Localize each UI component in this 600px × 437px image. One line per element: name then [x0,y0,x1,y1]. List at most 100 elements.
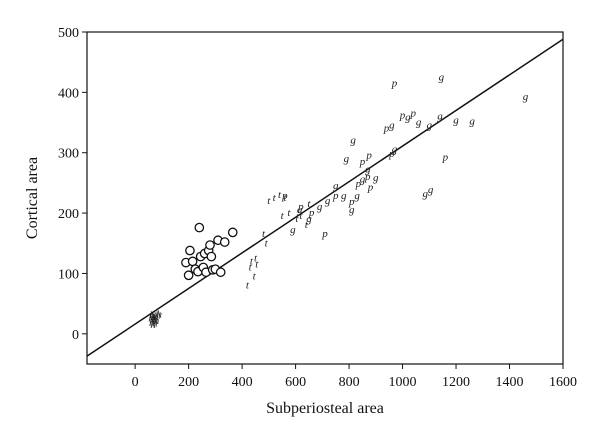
letter-point-t: t [262,228,266,240]
letter-point-p: p [359,156,366,168]
letter-point-h: h [156,309,162,321]
letter-point-p: p [367,182,374,194]
letter-point-g: g [349,204,355,216]
letter-point-h: h [152,314,158,326]
y-tick-label: 400 [58,86,79,101]
letter-point-g: g [344,153,350,165]
letter-point-g: g [297,204,303,216]
circle-point [227,227,238,238]
letter-point-p: p [364,171,371,183]
letter-point-t: t [287,207,291,219]
letter-point-p: p [391,77,398,89]
letter-point-t: t [254,252,258,264]
letter-point-t: t [295,213,299,225]
letter-point-t: t [249,261,253,273]
x-tick-label: 1000 [389,375,417,390]
letter-point-g: g [290,224,296,236]
letter-point-t: t [253,270,257,282]
letter-point-p: p [321,228,328,240]
x-tick-label: 1200 [442,375,470,390]
letter-point-h: h [150,315,156,327]
plot-frame [86,31,564,365]
letter-point-g: g [341,190,347,202]
x-axis-label: Subperiosteal area [266,400,384,417]
x-tick-label: 1600 [549,375,577,390]
letter-point-g: g [453,115,459,127]
x-axis-ticks: 0 200 400 600 800 1000 1200 1400 1600 [132,364,577,390]
letter-point-p: p [281,190,288,202]
letter-point-p: p [332,190,339,202]
letter-point-p: p [297,201,304,213]
y-tick-label: 100 [58,267,79,282]
letter-point-g: g [469,115,475,127]
x-tick-label: 400 [232,375,253,390]
letter-point-t: t [278,189,282,201]
letter-point-h: h [153,310,159,322]
letter-point-t: t [283,192,287,204]
y-tick-label: 200 [58,207,79,222]
letter-point-p: p [308,207,315,219]
letter-point-t: t [273,192,277,204]
letter-point-g: g [437,111,443,123]
letter-point-t: t [246,280,250,292]
letter-point-g: g [317,201,323,213]
letter-point-t: t [255,258,259,270]
circle-point [185,245,195,256]
circle-point [194,222,205,233]
letter-point-g: g [392,144,398,156]
letter-point-t: t [250,255,254,267]
letter-point-g: g [365,164,371,176]
letter-point-g: g [325,195,331,207]
letter-point-g: g [389,120,395,132]
x-tick-label: 0 [132,375,139,390]
letter-point-h: h [151,311,157,323]
letter-point-g: g [306,213,312,225]
y-tick-label: 300 [58,147,79,162]
letter-point-t: t [305,219,309,231]
letter-point-g: g [405,112,411,124]
letter-point-t: t [307,198,311,210]
letter-point-g: g [333,180,339,192]
letter-point-g: g [354,190,360,202]
letter-point-h: h [152,312,158,324]
y-axis-label: Cortical area [24,157,41,239]
letter-point-g: g [360,173,366,185]
y-axis-ticks: 0 100 200 300 400 500 [58,26,87,343]
letter-point-t: t [281,210,285,222]
y-tick-label: 0 [72,328,79,343]
letter-point-p: p [348,196,355,208]
letter-point-p: p [355,178,362,190]
letter-point-t: t [265,237,269,249]
letter-point-g: g [416,117,422,129]
regression-line [86,38,564,357]
fit-line-segment [86,38,564,357]
letter-point-g: g [523,91,529,103]
x-tick-label: 200 [178,375,199,390]
circle-point [215,267,226,278]
letter-point-h: h [151,316,157,328]
letter-point-g: g [350,135,356,147]
circle-point [205,240,215,250]
circle-point [219,237,230,247]
x-tick-label: 1400 [496,375,524,390]
letter-point-h: h [155,310,161,322]
letter-point-h: h [154,315,160,327]
letter-point-p: p [442,152,449,164]
letter-point-p: p [409,107,416,119]
letter-point-p: p [383,123,390,135]
letter-point-h: h [150,319,156,331]
x-tick-label: 800 [339,375,360,390]
circle-point [206,251,217,262]
letter-point-h: h [149,310,155,322]
y-tick-label: 500 [58,26,79,41]
letter-point-g: g [423,188,429,200]
letter-point-p: p [399,109,406,121]
x-tick-label: 600 [285,375,306,390]
letter-point-g: g [428,184,434,196]
letter-point-h: h [149,317,155,329]
circle-point [183,270,194,281]
letter-point-t: t [299,210,303,222]
letter-point-h: h [148,313,154,325]
